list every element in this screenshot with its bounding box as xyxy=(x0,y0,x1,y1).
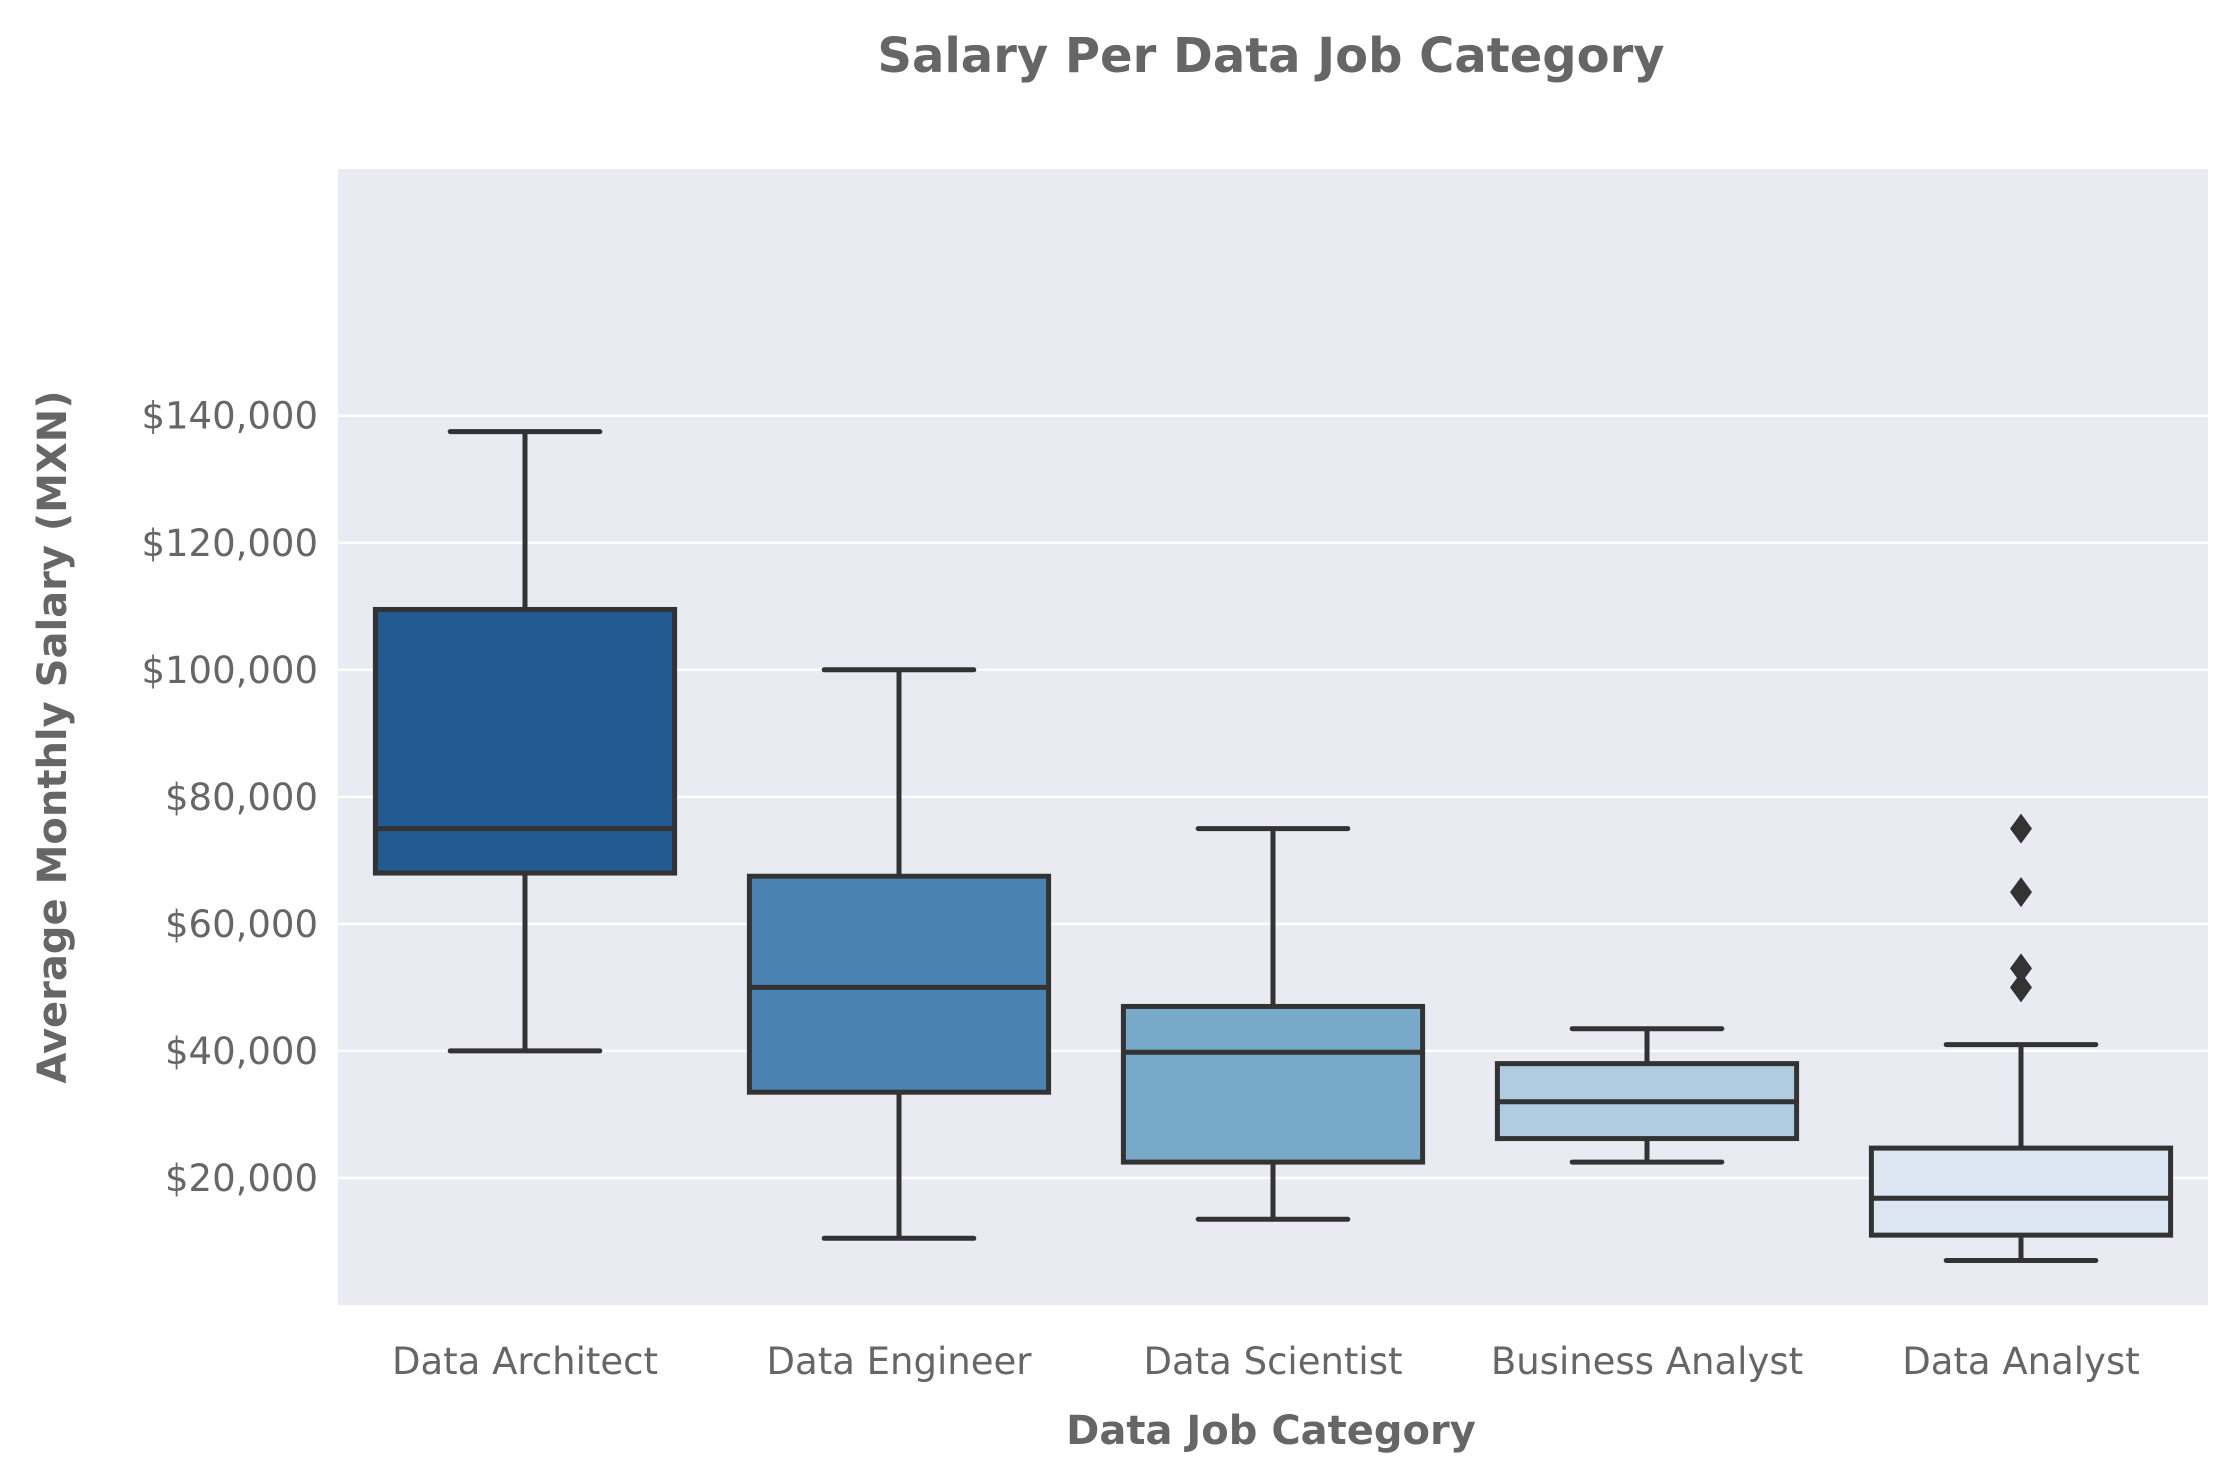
y-axis-label: Average Monthly Salary (MXN) xyxy=(30,390,76,1083)
outlier-point xyxy=(2010,877,2032,908)
outlier-point xyxy=(2010,813,2032,844)
outlier-point xyxy=(2010,972,2032,1003)
x-tick-label: Business Analyst xyxy=(1491,1340,1803,1383)
y-tick-label: $100,000 xyxy=(141,649,318,692)
x-tick-label: Data Engineer xyxy=(767,1340,1033,1383)
iqr-box xyxy=(746,873,1052,1095)
boxes xyxy=(372,429,2174,1264)
x-axis-label: Data Job Category xyxy=(1066,1408,1476,1454)
x-tick-label: Data Analyst xyxy=(1902,1340,2140,1383)
x-axis-ticks: Data Architect Data Engineer Data Scientis… xyxy=(392,1340,2140,1383)
box-group xyxy=(1120,826,1426,1222)
y-tick-label: $120,000 xyxy=(141,522,318,565)
y-tick-label: $140,000 xyxy=(141,395,318,438)
x-tick-label: Data Architect xyxy=(392,1340,658,1383)
box-group xyxy=(372,429,678,1054)
y-tick-label: $20,000 xyxy=(165,1157,318,1200)
y-tick-label: $40,000 xyxy=(165,1030,318,1073)
y-axis-ticks: $20,000 $40,000 $60,000 $80,000 $100,000 $120… xyxy=(141,395,318,1200)
x-tick-label: Data Scientist xyxy=(1144,1340,1403,1383)
box-group xyxy=(1494,1026,1800,1165)
y-tick-label: $80,000 xyxy=(165,776,318,819)
iqr-box xyxy=(1868,1145,2174,1238)
iqr-box xyxy=(1120,1003,1426,1165)
y-tick-label: $60,000 xyxy=(165,903,318,946)
box-group xyxy=(746,667,1052,1241)
outlier-point xyxy=(2010,953,2032,984)
box-group xyxy=(1868,813,2174,1264)
chart-title: Salary Per Data Job Category xyxy=(877,28,1664,84)
iqr-box xyxy=(372,606,678,876)
